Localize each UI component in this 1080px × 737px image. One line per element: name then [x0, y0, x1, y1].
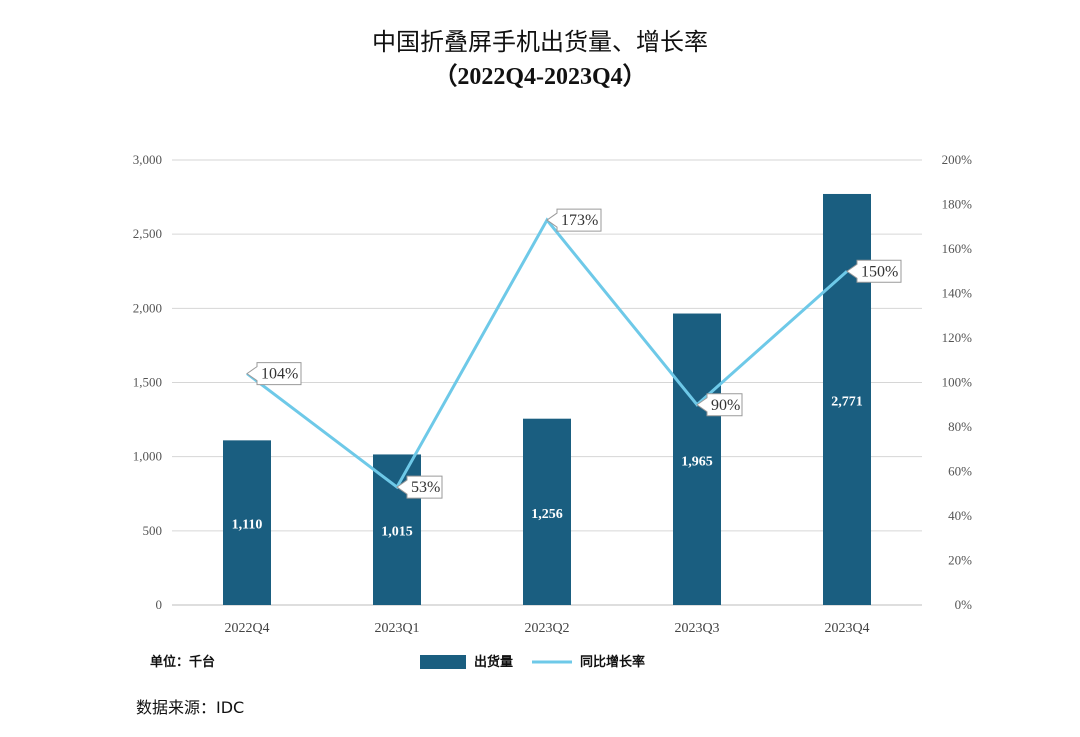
callout-box — [396, 475, 443, 499]
category-label: 2022Q4 — [224, 621, 269, 636]
left-axis-tick-label: 500 — [143, 523, 163, 538]
category-labels: 2022Q4 2023Q1 2023Q2 2023Q3 2023Q4 — [224, 621, 869, 636]
bar-value-label: 1,110 — [232, 518, 263, 533]
right-axis-tick-label: 60% — [948, 464, 972, 479]
category-label: 2023Q2 — [524, 621, 569, 636]
right-axis-ticks: 0% 20% 40% 60% 80% 100% 120% 140% 160% 180% 200% — [942, 152, 973, 612]
right-axis-tick-label: 120% — [942, 330, 973, 345]
line-value-label: 173% — [561, 212, 598, 229]
right-axis-tick-label: 160% — [942, 241, 973, 256]
chart-title: 中国折叠屏手机出货量、增长率 — [372, 28, 708, 56]
legend-bar-label: 出货量 — [474, 654, 513, 670]
category-label: 2023Q4 — [824, 621, 869, 636]
bar-value-labels: 1,110 1,015 1,256 1,965 2,771 — [232, 394, 863, 539]
bar — [523, 418, 571, 605]
bar — [223, 440, 271, 605]
right-axis-tick-label: 180% — [942, 197, 973, 212]
line-value-label: 90% — [711, 397, 740, 414]
callout-box — [546, 208, 602, 232]
bar-value-label: 1,965 — [681, 454, 713, 469]
bar — [673, 313, 721, 605]
left-axis-tick-label: 3,000 — [133, 152, 162, 167]
right-axis-tick-label: 100% — [942, 375, 973, 390]
line-value-label: 53% — [411, 479, 440, 496]
line-value-labels: 104% 53% 173% 90% 150% — [246, 208, 902, 499]
left-axis-tick-label: 1,500 — [133, 375, 162, 390]
line-value-label: 150% — [861, 263, 898, 280]
line-value-label: 104% — [261, 366, 298, 383]
unit-note: 单位：千台 — [150, 654, 215, 670]
legend-line-label: 同比增长率 — [580, 654, 645, 670]
source-note: 数据来源：IDC — [136, 698, 244, 717]
right-axis-tick-label: 140% — [942, 286, 973, 301]
line-value-callout: 173% — [546, 208, 602, 232]
bar-value-label: 1,256 — [531, 507, 563, 522]
legend-bar-swatch — [420, 655, 466, 669]
line-value-callout: 90% — [696, 393, 743, 417]
legend: 出货量 同比增长率 — [420, 654, 645, 670]
callout-box — [696, 393, 743, 417]
right-axis-tick-label: 80% — [948, 419, 972, 434]
left-axis-tick-label: 1,000 — [133, 449, 162, 464]
left-axis-tick-label: 2,500 — [133, 226, 162, 241]
left-axis-tick-label: 0 — [156, 597, 163, 612]
line-value-callout: 104% — [246, 362, 302, 386]
right-axis-tick-label: 20% — [948, 553, 972, 568]
callout-box — [246, 362, 302, 386]
bar-series — [223, 193, 871, 606]
left-axis-tick-label: 2,000 — [133, 300, 162, 315]
bar-value-label: 2,771 — [831, 394, 863, 409]
category-label: 2023Q3 — [674, 621, 719, 636]
bar-value-label: 1,015 — [381, 525, 413, 540]
category-label: 2023Q1 — [374, 621, 419, 636]
right-axis-tick-label: 40% — [948, 508, 972, 523]
callout-box — [846, 259, 902, 283]
right-axis-tick-label: 200% — [942, 152, 973, 167]
right-axis-tick-label: 0% — [955, 597, 973, 612]
line-value-callout: 150% — [846, 259, 902, 283]
line-value-callout: 53% — [396, 475, 443, 499]
chart-subtitle: （2022Q4-2023Q4） — [433, 64, 647, 90]
left-axis-ticks: 0 500 1,000 1,500 2,000 2,500 3,000 — [133, 152, 162, 612]
